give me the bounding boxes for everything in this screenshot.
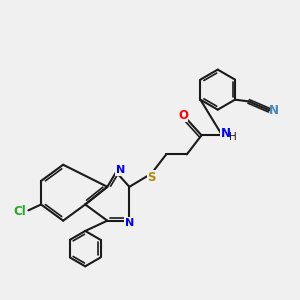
Text: N: N (221, 127, 231, 140)
Text: Cl: Cl (13, 205, 26, 218)
Text: N: N (269, 104, 279, 117)
Text: N: N (125, 218, 134, 228)
Text: H: H (230, 132, 237, 142)
Text: O: O (178, 109, 188, 122)
Text: N: N (116, 165, 125, 175)
Text: S: S (147, 171, 156, 184)
